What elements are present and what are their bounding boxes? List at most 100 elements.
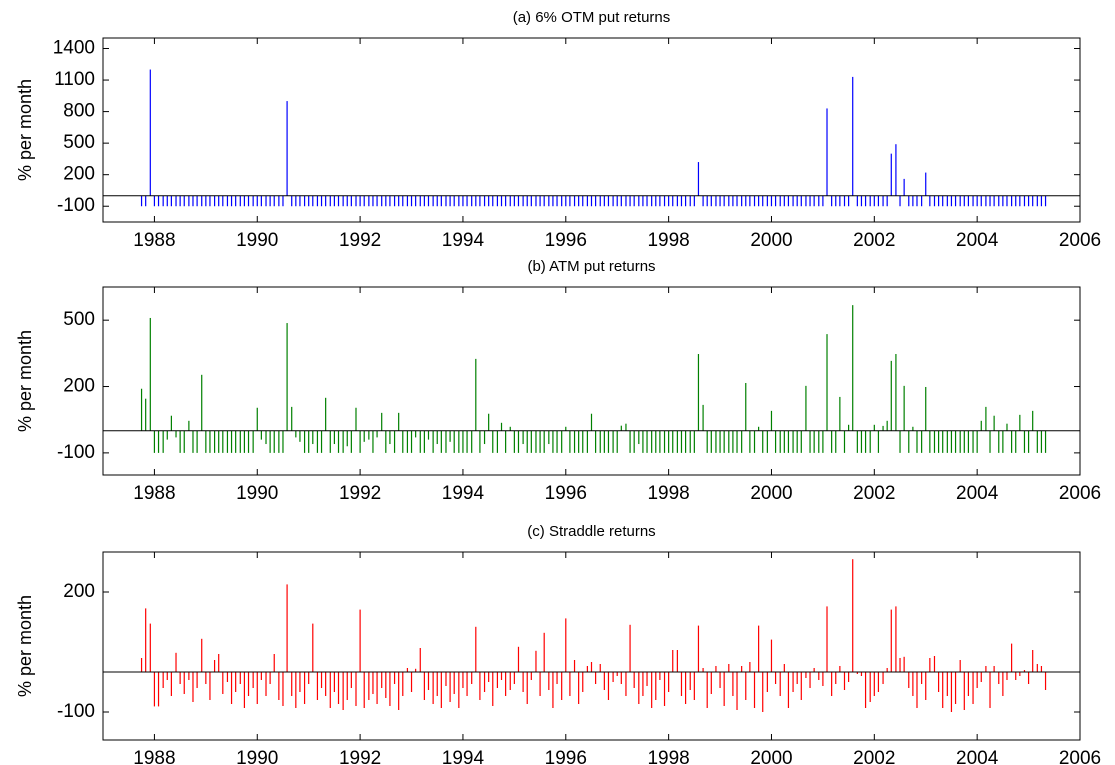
bar: [569, 430, 571, 453]
bar: [483, 195, 486, 207]
bar: [942, 195, 944, 207]
x-tick-label: 1988: [133, 748, 175, 765]
bar: [792, 195, 794, 207]
bar: [886, 668, 888, 672]
bar: [333, 195, 335, 207]
bar: [201, 195, 203, 207]
bar: [916, 430, 918, 453]
bar: [758, 625, 760, 672]
bar: [423, 430, 425, 453]
bar: [736, 195, 738, 207]
bar: [642, 672, 644, 696]
bar: [556, 430, 558, 453]
y-tick-label: 200: [63, 376, 95, 397]
bar: [822, 672, 824, 686]
bar: [668, 430, 670, 453]
bar: [899, 195, 901, 207]
bar: [903, 385, 905, 431]
bar: [582, 672, 584, 692]
y-tick-label: -100: [57, 195, 95, 216]
bar: [835, 430, 837, 453]
bar: [530, 430, 532, 453]
bar: [436, 672, 438, 696]
bar: [308, 430, 310, 453]
bar: [766, 195, 768, 207]
bar: [419, 430, 421, 453]
bar: [877, 672, 880, 692]
bar: [256, 672, 258, 704]
bar: [762, 672, 764, 712]
bar: [869, 195, 871, 207]
bar: [967, 430, 970, 453]
bar: [175, 652, 177, 672]
bar: [612, 430, 614, 453]
bar: [1023, 430, 1026, 453]
bar: [937, 430, 940, 453]
bar: [719, 195, 721, 207]
bar: [873, 672, 875, 696]
bar: [183, 672, 185, 694]
bar: [475, 195, 477, 207]
bar: [436, 430, 438, 445]
bar: [903, 656, 905, 672]
bar: [796, 672, 798, 684]
bar: [462, 430, 464, 453]
bar: [702, 668, 704, 672]
x-tick-label: 1996: [545, 748, 587, 765]
x-tick-label: 2006: [1059, 748, 1101, 765]
bar: [908, 195, 910, 207]
bar: [192, 672, 194, 702]
bar: [672, 430, 674, 453]
bar: [745, 195, 747, 207]
bar: [663, 195, 666, 207]
bar: [766, 672, 768, 692]
bar: [513, 672, 515, 684]
bar: [282, 672, 284, 706]
bar: [985, 195, 987, 207]
bar: [471, 430, 473, 453]
bar: [603, 430, 605, 453]
bar: [976, 430, 978, 453]
bar: [188, 672, 190, 680]
bar: [929, 658, 931, 672]
bar: [616, 672, 618, 676]
bar: [535, 650, 537, 672]
bar: [715, 666, 717, 672]
bar: [192, 430, 194, 453]
bar: [496, 195, 498, 207]
x-tick-label: 2006: [1059, 483, 1101, 504]
bar: [543, 195, 545, 207]
bar: [445, 672, 447, 686]
bar: [415, 668, 417, 672]
bar: [423, 672, 425, 700]
bar: [389, 430, 391, 445]
bar: [629, 195, 631, 207]
bar: [1019, 414, 1021, 431]
bar: [864, 672, 867, 708]
bar: [458, 430, 460, 453]
bar: [595, 430, 597, 453]
bar: [226, 430, 229, 453]
bar: [398, 672, 400, 710]
bar: [320, 195, 323, 207]
bar: [573, 195, 576, 207]
bar: [612, 672, 614, 682]
bar: [779, 672, 781, 696]
bar: [843, 195, 846, 207]
bar: [1032, 650, 1034, 672]
bar: [835, 672, 837, 684]
bar: [921, 195, 923, 207]
bar: [458, 672, 460, 708]
bar: [209, 195, 211, 207]
x-tick-label: 2004: [956, 230, 999, 251]
bar: [921, 430, 923, 453]
bar: [522, 195, 524, 207]
x-tick-label: 2000: [750, 230, 792, 251]
bar: [706, 430, 708, 453]
bar: [758, 426, 760, 431]
bar: [805, 195, 807, 207]
bar: [218, 430, 220, 453]
bar: [603, 672, 605, 690]
y-tick-label: 1100: [54, 69, 95, 90]
